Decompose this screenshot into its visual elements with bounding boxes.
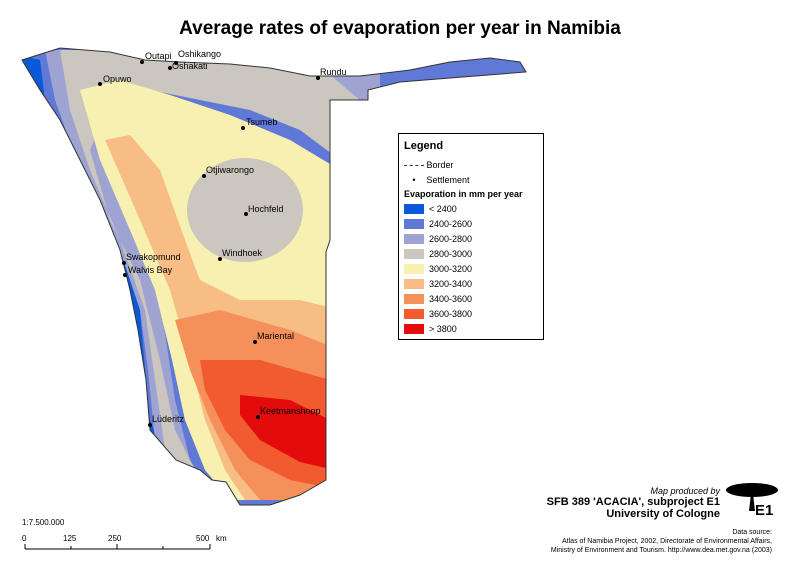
settlement-label-hochfeld: Hochfeld <box>248 204 284 214</box>
settlement-dot <box>218 257 222 261</box>
scale-bar <box>24 544 211 550</box>
settlement-label-walvis-bay: Walvis Bay <box>128 265 173 275</box>
zone-above-3800 <box>240 395 335 470</box>
credit-university: University of Cologne <box>606 508 720 520</box>
settlement-dot <box>168 66 172 70</box>
data-source: Data source: Atlas of Namibia Project, 2… <box>551 528 772 555</box>
scale-tick-label: 125 <box>63 534 77 543</box>
settlement-dot <box>174 61 178 65</box>
legend-swatch <box>404 294 424 304</box>
legend-class-label: < 2400 <box>429 204 457 214</box>
settlement-dot <box>148 423 152 427</box>
legend-swatch <box>404 204 424 214</box>
legend-class-label: 3400-3600 <box>429 294 473 304</box>
settlement-dot <box>122 261 126 265</box>
settlement-label-tsumeb: Tsumeb <box>246 117 278 127</box>
legend-heading: Legend <box>404 140 444 152</box>
legend-settlement-row: • Settlement <box>404 175 470 185</box>
border-line-symbol <box>404 165 424 167</box>
legend-swatch <box>404 234 424 244</box>
settlement-dot <box>98 82 102 86</box>
settlement-label-opuwo: Opuwo <box>103 74 132 84</box>
legend-class-label: 2800-3000 <box>429 249 473 259</box>
legend-class-label: 3600-3800 <box>429 309 473 319</box>
scale-tick-label: 0 <box>22 534 27 543</box>
settlement-label-oshakati: Oshakati <box>172 61 208 71</box>
legend-box: Legend Border • Settlement Evaporation i… <box>398 133 544 340</box>
settlement-dot <box>253 340 257 344</box>
scale-tick-label: 500 <box>196 534 210 543</box>
zone-2800-3000-central <box>187 158 303 262</box>
settlement-label-oshikango: Oshikango <box>178 49 222 59</box>
settlement-label-swakopmund: Swakopmund <box>126 252 181 262</box>
data-source-line-1: Atlas of Namibia Project, 2002, Director… <box>562 538 772 545</box>
scale-ratio: 1:7.500.000 <box>22 518 65 527</box>
legend-settlement-label: Settlement <box>426 175 470 185</box>
logo-label: E1 <box>755 502 774 519</box>
settlement-label-luderitz: Lüderitz <box>152 414 185 424</box>
legend-border-label: Border <box>426 160 454 170</box>
legend-swatch <box>404 264 424 274</box>
legend-border-row: Border <box>404 160 454 170</box>
legend-swatch <box>404 324 424 334</box>
legend-class-label: 2400-2600 <box>429 219 473 229</box>
settlement-dot <box>202 174 206 178</box>
legend-subheading: Evaporation in mm per year <box>404 189 523 199</box>
legend-swatch <box>404 249 424 259</box>
legend-swatch <box>404 279 424 289</box>
legend-class-label: > 3800 <box>429 324 457 334</box>
legend-swatch <box>404 309 424 319</box>
country-border <box>21 47 527 506</box>
scale-unit: km <box>216 534 227 543</box>
settlement-label-outapi: Outapi <box>145 51 172 61</box>
credit-produced-by: Map produced by <box>650 486 720 496</box>
settlement-dot <box>241 126 245 130</box>
credit-project: SFB 389 'ACACIA', subproject E1 <box>546 496 720 508</box>
settlement-dot-symbol: • <box>412 175 416 185</box>
settlement-dot <box>244 212 248 216</box>
legend-class-label: 2600-2800 <box>429 234 473 244</box>
settlement-dot <box>140 60 144 64</box>
legend-class-label: 3000-3200 <box>429 264 473 274</box>
settlement-dot <box>123 273 127 277</box>
data-source-line-2: Ministry of Environment and Tourism. htt… <box>550 547 772 554</box>
settlement-label-rundu: Rundu <box>320 67 347 77</box>
settlement-label-windhoek: Windhoek <box>222 248 263 258</box>
scale-tick-label: 250 <box>108 534 122 543</box>
data-source-heading: Data source: <box>732 529 772 536</box>
settlement-dot <box>256 415 260 419</box>
map-title: Average rates of evaporation per year in… <box>179 18 621 39</box>
settlement-label-keetmanshoop: Keetmanshoop <box>260 406 321 416</box>
settlement-dot <box>316 76 320 80</box>
legend-swatch <box>404 219 424 229</box>
settlement-label-mariental: Mariental <box>257 331 295 341</box>
settlement-label-otjiwarongo: Otjiwarongo <box>206 165 255 175</box>
legend-class-label: 3200-3400 <box>429 279 473 289</box>
acacia-tree-icon <box>726 483 778 511</box>
